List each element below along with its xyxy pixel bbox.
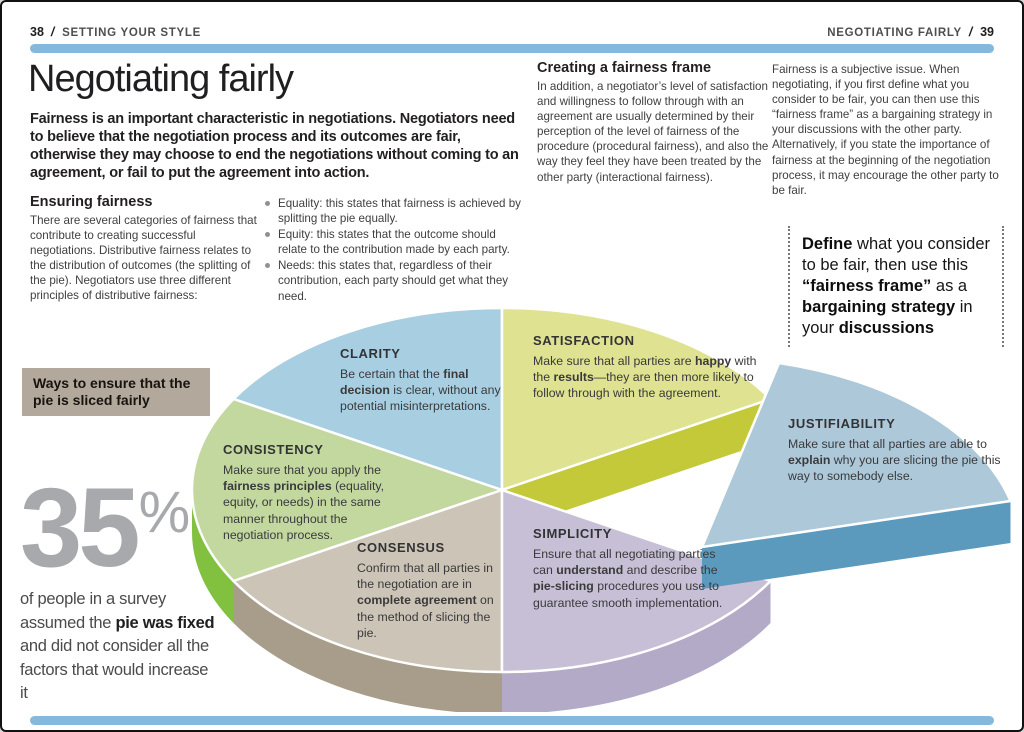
slice-description: Be certain that the final decision is cl… <box>340 367 501 414</box>
pie-side-justifiability <box>702 501 1011 589</box>
slice-heading: CLARITY <box>340 346 401 361</box>
slice-heading: SIMPLICITY <box>533 526 612 541</box>
slash-separator: / <box>50 25 56 39</box>
stat-value: 35 <box>20 465 141 590</box>
slice-description: Ensure that all negotiating parties can … <box>533 547 723 610</box>
pie-cutface-satisfaction <box>502 399 771 532</box>
intro-paragraph: Fairness is an important characteristic … <box>30 111 519 181</box>
stat-block: 35 % of people in a survey assumed the p… <box>20 465 216 706</box>
section-body: Fairness is a subjective issue. When neg… <box>772 63 999 197</box>
page-number-left: 38 <box>30 25 44 39</box>
stat-percent-sign: % <box>138 480 191 545</box>
bullet-icon <box>265 201 270 206</box>
stat-caption: of people in a survey assumed the pie wa… <box>20 590 215 703</box>
bottom-rule-bar <box>30 716 994 725</box>
slice-label-satisfaction: SATISFACTION Make sure that all parties … <box>533 333 758 402</box>
list-item: Equality: this states that fairness is a… <box>265 196 523 226</box>
slash-separator: / <box>968 25 974 39</box>
slice-label-clarity: CLARITY Be certain that the final decisi… <box>340 346 512 415</box>
bullet-icon <box>265 232 270 238</box>
pull-quote: Define what you consider to be fair, the… <box>788 226 1004 347</box>
bullet-text: Equality: this states that fairness is a… <box>278 197 521 226</box>
slice-description: Make sure that all parties are happy wit… <box>533 354 757 401</box>
section-label-left: SETTING YOUR STYLE <box>62 27 201 39</box>
ensuring-fairness-section: Ensuring fairness There are several cate… <box>30 194 262 304</box>
section-label-right: NEGOTIATING FAIRLY <box>827 27 962 39</box>
slice-heading: SATISFACTION <box>533 333 635 348</box>
header-left: 38 / SETTING YOUR STYLE <box>30 25 201 39</box>
slice-label-consistency: CONSISTENCY Make sure that you apply the… <box>223 442 401 543</box>
section-body: In addition, a negotiator’s level of sat… <box>537 80 769 184</box>
stat-value-row: 35 % <box>20 465 216 590</box>
section-body: There are several categories of fairness… <box>30 214 257 303</box>
section-heading: Creating a fairness frame <box>537 60 712 76</box>
list-item: Needs: this states that, regardless of t… <box>265 258 523 303</box>
bullet-icon <box>265 263 270 269</box>
slice-description: Make sure that all parties are able to e… <box>788 437 1001 484</box>
page-title: Negotiating fairly <box>28 58 294 100</box>
ways-callout: Ways to ensure that the pie is sliced fa… <box>22 368 210 416</box>
bullet-text: Needs: this states that, regardless of t… <box>278 259 509 303</box>
subjective-section: Fairness is a subjective issue. When neg… <box>772 62 1008 198</box>
top-rule-bar <box>30 44 994 53</box>
list-item: Equity: this states that the outcome sho… <box>265 227 523 257</box>
page-number-right: 39 <box>980 25 994 39</box>
fairness-frame-section: Creating a fairness frame In addition, a… <box>537 60 770 185</box>
slice-label-justifiability: JUSTIFIABILITY Make sure that all partie… <box>788 416 1003 485</box>
slice-heading: CONSISTENCY <box>223 442 324 457</box>
section-heading: Ensuring fairness <box>30 194 153 210</box>
header-right: NEGOTIATING FAIRLY / 39 <box>827 25 994 39</box>
slice-heading: JUSTIFIABILITY <box>788 416 896 431</box>
slice-label-simplicity: SIMPLICITY Ensure that all negotiating p… <box>533 526 738 611</box>
bullet-text: Equity: this states that the outcome sho… <box>278 228 510 257</box>
slice-description: Confirm that all parties in the negotiat… <box>357 561 494 640</box>
slice-description: Make sure that you apply the fairness pr… <box>223 463 385 542</box>
principles-list: Equality: this states that fairness is a… <box>265 196 523 305</box>
slice-label-consensus: CONSENSUS Confirm that all parties in th… <box>357 540 509 641</box>
